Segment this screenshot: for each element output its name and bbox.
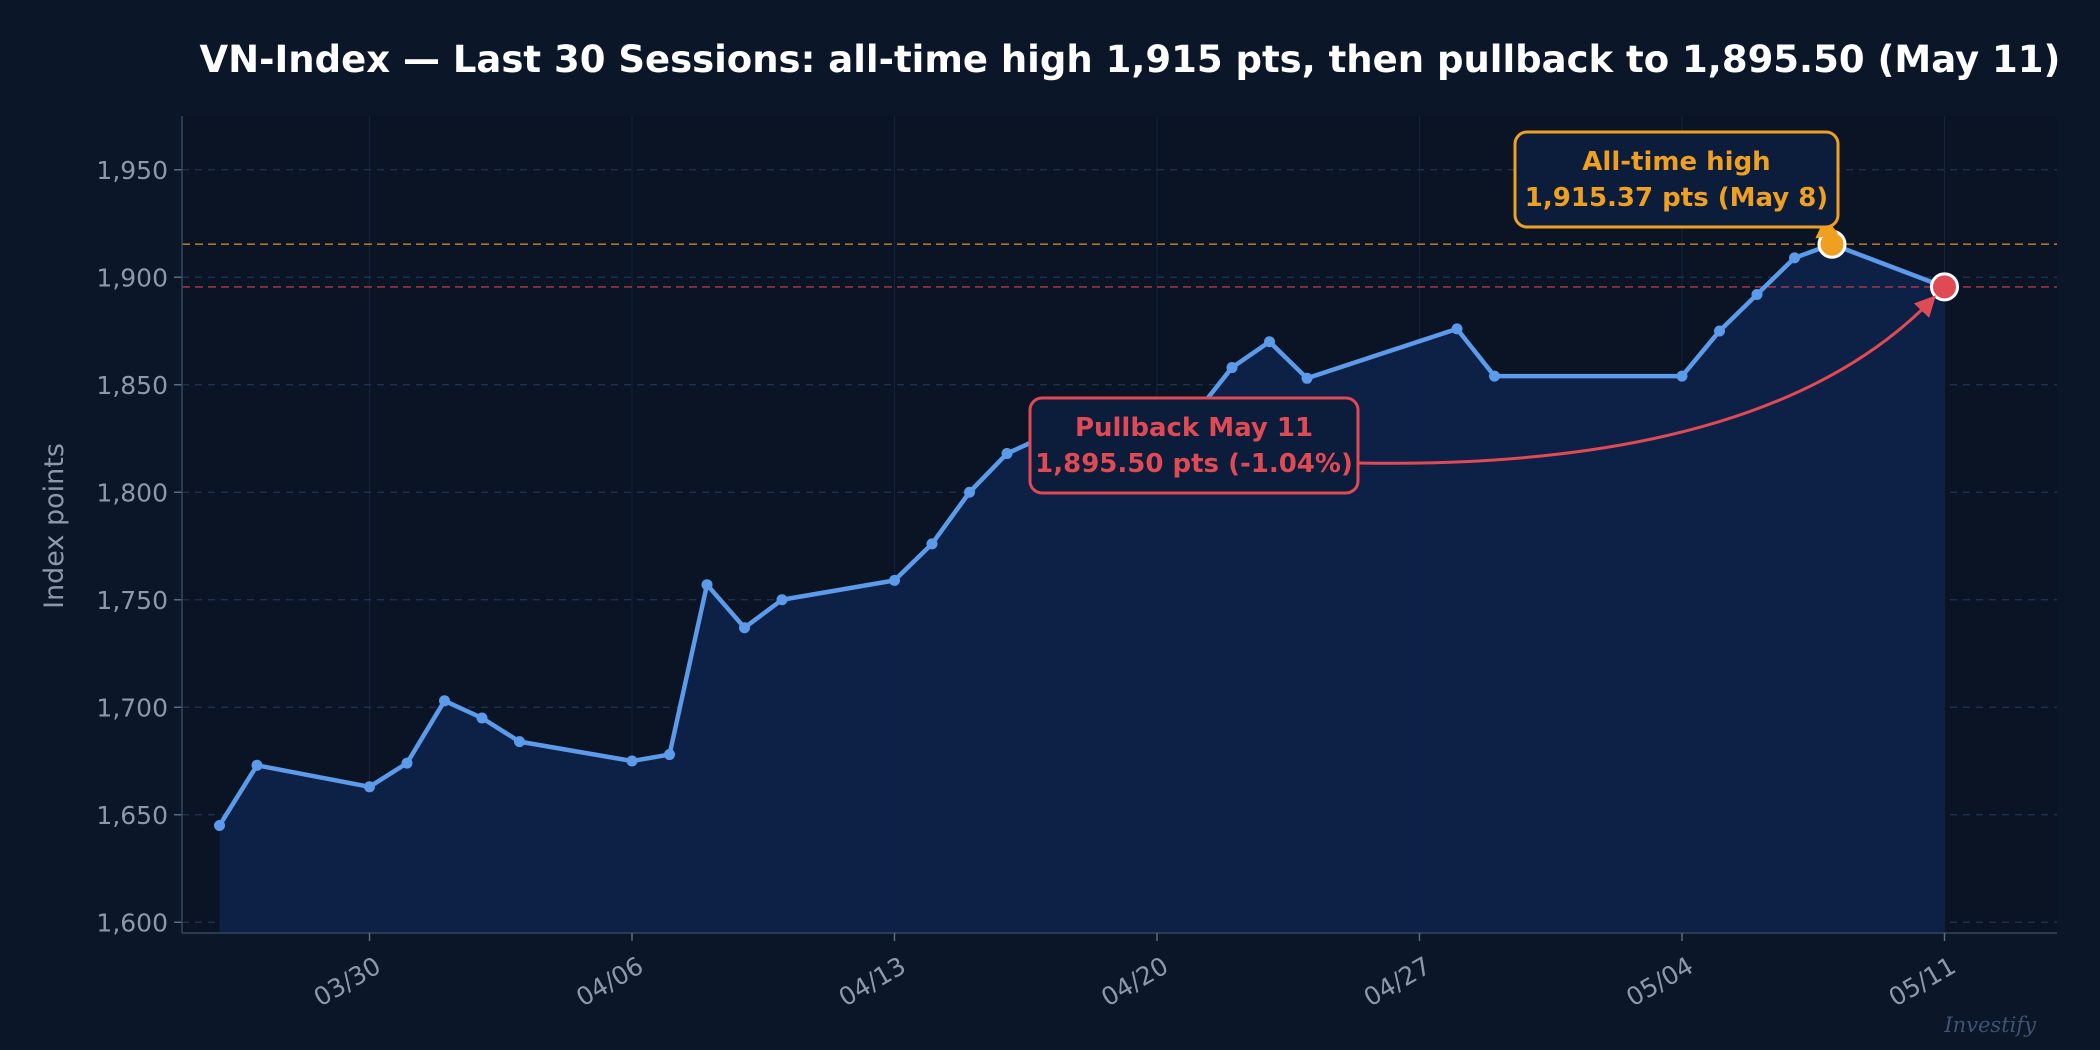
all-time-high-title: All-time high	[1582, 147, 1770, 177]
data-point-2026-04-22	[1226, 362, 1238, 374]
data-point-2026-03-30	[364, 781, 375, 793]
data-point-2026-05-06	[1751, 288, 1763, 300]
y-tick-label-1650: 1,650	[96, 801, 168, 830]
y-tick-label-1600: 1,600	[96, 908, 168, 937]
plot-area: 1,600 1,650 1,700 1,750 1,800 1,850 1,900 1,950…	[96, 116, 2057, 1012]
y-tick-label-1750: 1,750	[96, 586, 168, 615]
data-point-2026-03-27	[251, 759, 263, 771]
pullback-title: Pullback May 11	[1075, 413, 1313, 443]
pullback-value: 1,895.50 pts (-1.04%)	[1035, 449, 1353, 479]
all-time-high-callout	[1513, 130, 1840, 229]
data-point-2026-04-13	[889, 574, 900, 586]
data-point-2026-03-31	[401, 757, 413, 769]
chart-title: VN-Index — Last 30 Sessions: all-time hi…	[200, 38, 2061, 81]
data-point-2026-04-15	[964, 486, 975, 498]
data-point-2026-04-10	[776, 594, 788, 606]
data-point-2026-04-24	[1301, 372, 1313, 384]
y-tick-label-1700: 1,700	[96, 693, 168, 722]
data-point-2026-04-09	[739, 622, 750, 634]
data-point-2026-04-03	[514, 736, 525, 748]
data-point-2026-05-04	[1676, 370, 1688, 382]
data-point-2026-04-14	[926, 538, 938, 550]
data-point-2026-04-16	[1001, 448, 1013, 460]
all-time-high-marker	[1817, 229, 1847, 259]
data-point-2026-04-08	[701, 579, 713, 591]
data-point-2026-04-02	[476, 712, 488, 724]
data-point-2026-04-28	[1451, 323, 1463, 335]
data-point-2026-04-23	[1264, 336, 1275, 348]
y-tick-label-1800: 1,800	[96, 478, 168, 507]
data-point-2026-05-07	[1789, 252, 1800, 264]
data-point-2026-04-01	[439, 695, 450, 707]
data-point-2026-05-05	[1714, 325, 1725, 337]
series-line	[217, 241, 1947, 828]
pullback-arrow	[1357, 295, 1936, 465]
data-point-2026-03-26	[214, 820, 225, 831]
y-tick-label-1950: 1,950	[96, 156, 168, 185]
y-tick-label-1900: 1,900	[96, 263, 168, 292]
data-point-2026-04-06	[626, 755, 638, 767]
all-time-high-value: 1,915.37 pts (May 8)	[1525, 183, 1828, 213]
y-tick-label-1850: 1,850	[96, 371, 168, 400]
watermark: Investify	[1943, 1013, 2037, 1037]
data-point-2026-04-07	[664, 749, 675, 761]
series-area	[219, 244, 1945, 934]
pullback-marker	[1930, 272, 1959, 302]
y-axis-label: Index points	[39, 443, 70, 609]
data-point-2026-04-29	[1489, 370, 1500, 382]
pullback-callout	[1028, 396, 1360, 495]
